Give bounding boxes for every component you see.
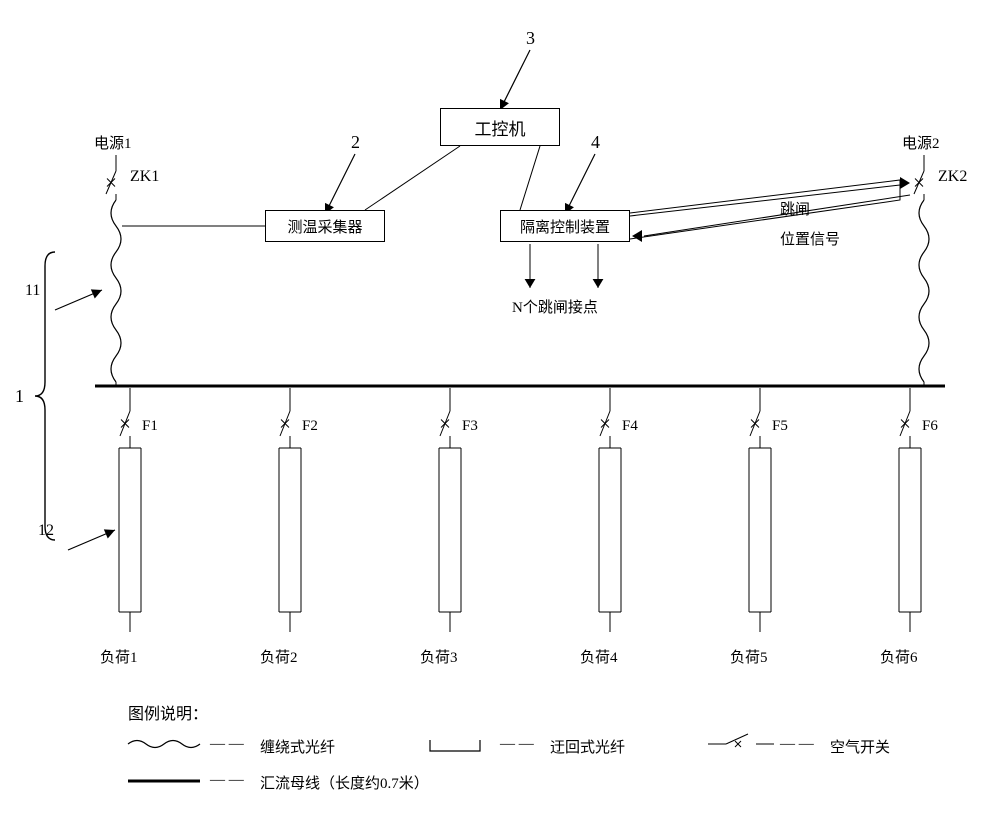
source-1-label: 电源1 [94, 132, 132, 153]
position-signal-label: 位置信号 [780, 228, 840, 249]
load-label: 负荷6 [880, 646, 918, 667]
feeder-switch-label: F5 [772, 418, 788, 435]
legend-dash-2: — — [500, 736, 534, 753]
collector-box: 测温采集器 [265, 210, 385, 242]
callout-4: 4 [591, 132, 600, 153]
callout-3: 3 [526, 28, 535, 49]
isolator-box: 隔离控制装置 [500, 210, 630, 242]
legend-air-switch: 空气开关 [830, 736, 890, 757]
legend-detour-fiber: 迂回式光纤 [550, 736, 625, 757]
feeder-switch-label: F4 [622, 418, 638, 435]
feeder-switch-label: F2 [302, 418, 318, 435]
zk2-label: ZK2 [938, 168, 967, 186]
callout-11: 11 [25, 282, 40, 300]
feeder-switch-label: F6 [922, 418, 938, 435]
legend-dash-3: — — [780, 736, 814, 753]
isolator-label: 隔离控制装置 [520, 216, 610, 237]
legend-wound-fiber: 缠绕式光纤 [260, 736, 335, 757]
legend-busbar: 汇流母线（长度约0.7米） [260, 772, 429, 793]
legend-dash-4: — — [210, 772, 244, 789]
zk1-label: ZK1 [130, 168, 159, 186]
feeder-switch-label: F3 [462, 418, 478, 435]
diagram-root: 工控机 测温采集器 隔离控制装置 3 2 4 11 12 1 电源1 ZK1 电… [0, 0, 1000, 824]
callout-12: 12 [38, 522, 54, 540]
feeder-switch-label: F1 [142, 418, 158, 435]
load-label: 负荷2 [260, 646, 298, 667]
ipc-box: 工控机 [440, 108, 560, 146]
brace-label: 1 [15, 386, 24, 407]
load-label: 负荷4 [580, 646, 618, 667]
legend-dash-1: — — [210, 736, 244, 753]
legend-title: 图例说明： [128, 700, 208, 724]
load-label: 负荷3 [420, 646, 458, 667]
trip-arrow-label: 跳闸 [780, 198, 810, 219]
ipc-label: 工控机 [475, 115, 526, 140]
callout-2: 2 [351, 132, 360, 153]
source-2-label: 电源2 [902, 132, 940, 153]
trip-n-label: N个跳闸接点 [512, 296, 598, 317]
collector-label: 测温采集器 [287, 216, 362, 237]
load-label: 负荷1 [100, 646, 138, 667]
load-label: 负荷5 [730, 646, 768, 667]
